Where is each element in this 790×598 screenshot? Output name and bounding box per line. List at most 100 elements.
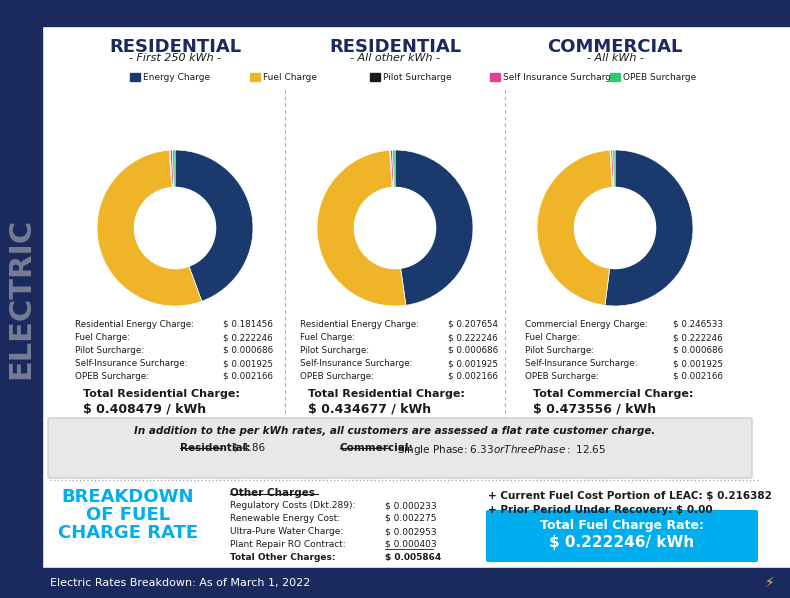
Text: $ 0.222246: $ 0.222246 — [448, 333, 498, 342]
Bar — [0, 0, 42, 598]
Text: Residential:: Residential: — [180, 443, 250, 453]
Wedge shape — [537, 150, 615, 306]
Text: Total Residential Charge:: Total Residential Charge: — [308, 389, 465, 399]
Bar — [610, 73, 620, 81]
Circle shape — [134, 187, 216, 269]
Circle shape — [574, 187, 656, 269]
Text: $ 0.001925: $ 0.001925 — [448, 359, 498, 368]
Text: Ultra-Pure Water Charge:: Ultra-Pure Water Charge: — [230, 527, 343, 536]
Text: Self-Insurance Surcharge:: Self-Insurance Surcharge: — [300, 359, 412, 368]
Bar — [130, 73, 140, 81]
Wedge shape — [389, 150, 395, 228]
Text: Electric Rates Breakdown: As of March 1, 2022: Electric Rates Breakdown: As of March 1,… — [50, 578, 310, 588]
Text: Fuel Charge:: Fuel Charge: — [525, 333, 580, 342]
Wedge shape — [175, 150, 253, 301]
Text: Residential Energy Charge:: Residential Energy Charge: — [300, 320, 419, 329]
Text: $ 0.000686: $ 0.000686 — [223, 346, 273, 355]
Bar — [370, 73, 380, 81]
Wedge shape — [390, 150, 395, 228]
Text: ELECTRIC: ELECTRIC — [6, 218, 36, 379]
Text: RESIDENTIAL: RESIDENTIAL — [109, 38, 241, 56]
Text: Total Residential Charge:: Total Residential Charge: — [83, 389, 240, 399]
Text: Self-Insurance Surcharge:: Self-Insurance Surcharge: — [525, 359, 638, 368]
Text: Self Insurance Surcharge: Self Insurance Surcharge — [503, 72, 617, 81]
Wedge shape — [605, 150, 693, 306]
Text: OPEB Surcharge:: OPEB Surcharge: — [525, 372, 599, 381]
Text: Total Other Charges:: Total Other Charges: — [230, 553, 336, 562]
Wedge shape — [172, 150, 175, 228]
Text: $ 0.000686: $ 0.000686 — [448, 346, 498, 355]
Text: $ 0.002166: $ 0.002166 — [673, 372, 723, 381]
Text: Regulatory Costs (Dkt.289):: Regulatory Costs (Dkt.289): — [230, 501, 356, 510]
FancyBboxPatch shape — [486, 510, 758, 562]
Text: $ 0.222246/ kWh: $ 0.222246/ kWh — [549, 535, 694, 550]
Text: $ 0.002953: $ 0.002953 — [385, 527, 437, 536]
Wedge shape — [610, 150, 615, 228]
Text: Plant Repair RO Contract:: Plant Repair RO Contract: — [230, 540, 346, 549]
Text: Pilot Surcharge:: Pilot Surcharge: — [75, 346, 144, 355]
Text: $ 0.408479 / kWh: $ 0.408479 / kWh — [83, 403, 206, 416]
Text: Self-Insurance Surcharge:: Self-Insurance Surcharge: — [75, 359, 187, 368]
Bar — [250, 73, 260, 81]
Text: $ 0.002166: $ 0.002166 — [223, 372, 273, 381]
Text: $ 0.473556 / kWh: $ 0.473556 / kWh — [533, 403, 656, 416]
Text: Single Phase: $ 6.33  or  Three Phase: $ 12.65: Single Phase: $ 6.33 or Three Phase: $ 1… — [397, 443, 606, 457]
Text: Renewable Energy Cost:: Renewable Energy Cost: — [230, 514, 340, 523]
Wedge shape — [97, 150, 201, 306]
Text: - All kWh -: - All kWh - — [586, 53, 643, 63]
Wedge shape — [169, 150, 175, 228]
Text: Other Charges: Other Charges — [230, 488, 315, 498]
Text: Fuel Charge: Fuel Charge — [263, 72, 317, 81]
Wedge shape — [393, 150, 395, 228]
Text: $ 0.001925: $ 0.001925 — [223, 359, 273, 368]
Text: In addition to the per kWh rates, all customers are assessed a flat rate custome: In addition to the per kWh rates, all cu… — [134, 426, 656, 436]
Wedge shape — [395, 150, 473, 305]
Text: BREAKDOWN: BREAKDOWN — [62, 488, 194, 506]
Text: Pilot Surcharge:: Pilot Surcharge: — [300, 346, 369, 355]
Wedge shape — [170, 150, 175, 228]
Text: CHARGE RATE: CHARGE RATE — [58, 524, 198, 542]
Text: Commercial Energy Charge:: Commercial Energy Charge: — [525, 320, 648, 329]
Bar — [0, 0, 790, 26]
Text: $ 0.181456: $ 0.181456 — [223, 320, 273, 329]
Text: $ 0.434677 / kWh: $ 0.434677 / kWh — [308, 403, 431, 416]
Text: Residential Energy Charge:: Residential Energy Charge: — [75, 320, 194, 329]
Text: - First 250 kWh -: - First 250 kWh - — [129, 53, 221, 63]
Bar — [0, 568, 790, 598]
Text: - All other kWh -: - All other kWh - — [350, 53, 440, 63]
Wedge shape — [613, 150, 615, 228]
Text: $ 4.86: $ 4.86 — [232, 443, 265, 453]
Text: OPEB Surcharge: OPEB Surcharge — [623, 72, 696, 81]
Text: $ 0.207654: $ 0.207654 — [448, 320, 498, 329]
Text: $ 0.005864: $ 0.005864 — [385, 553, 442, 562]
Text: $ 0.000686: $ 0.000686 — [673, 346, 723, 355]
Bar — [490, 73, 500, 81]
Text: Fuel Charge:: Fuel Charge: — [300, 333, 355, 342]
Text: + Current Fuel Cost Portion of LEAC: $ 0.216382: + Current Fuel Cost Portion of LEAC: $ 0… — [488, 491, 772, 501]
Wedge shape — [317, 150, 406, 306]
Text: COMMERCIAL: COMMERCIAL — [547, 38, 683, 56]
Text: OPEB Surcharge:: OPEB Surcharge: — [300, 372, 374, 381]
Text: $ 0.222246: $ 0.222246 — [223, 333, 273, 342]
FancyBboxPatch shape — [48, 418, 752, 478]
Text: $ 0.000403: $ 0.000403 — [385, 540, 437, 549]
Text: Pilot Surcharge: Pilot Surcharge — [383, 72, 452, 81]
Text: RESIDENTIAL: RESIDENTIAL — [329, 38, 461, 56]
Wedge shape — [611, 150, 615, 228]
Text: $ 0.222246: $ 0.222246 — [673, 333, 723, 342]
Text: Total Commercial Charge:: Total Commercial Charge: — [533, 389, 694, 399]
Text: Pilot Surcharge:: Pilot Surcharge: — [525, 346, 594, 355]
Text: $ 0.002275: $ 0.002275 — [385, 514, 437, 523]
Text: OF FUEL: OF FUEL — [86, 506, 170, 524]
Text: + Prior Period Under Recovery: $ 0.00: + Prior Period Under Recovery: $ 0.00 — [488, 505, 713, 515]
Text: Fuel Charge:: Fuel Charge: — [75, 333, 130, 342]
Circle shape — [355, 187, 435, 269]
Text: ⚡: ⚡ — [766, 576, 775, 590]
Text: $ 0.002166: $ 0.002166 — [448, 372, 498, 381]
Text: Energy Charge: Energy Charge — [143, 72, 210, 81]
Text: OPEB Surcharge:: OPEB Surcharge: — [75, 372, 149, 381]
Text: Commercial:: Commercial: — [340, 443, 414, 453]
Text: $ 0.246533: $ 0.246533 — [673, 320, 723, 329]
Text: $ 0.000233: $ 0.000233 — [385, 501, 437, 510]
Text: $ 0.001925: $ 0.001925 — [673, 359, 723, 368]
